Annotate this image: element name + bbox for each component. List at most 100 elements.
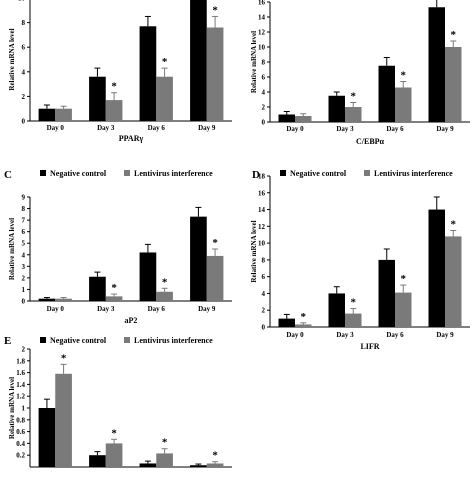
panel-label-e: E [4, 335, 11, 347]
significance-star-d: * [451, 219, 457, 231]
legend-swatch-negative-d [280, 170, 286, 176]
bar-negative-control-c [38, 298, 56, 301]
legend-label-negative-c: Negative control [50, 169, 107, 178]
bar-lentivirus-e [156, 453, 173, 467]
bar-lentivirus-b [445, 47, 462, 122]
x-axis-label-d: LIFR [360, 342, 379, 351]
y-axis-label-b: Relative mRNA level [250, 31, 258, 93]
significance-star-b: * [351, 91, 357, 103]
x-axis-label-a: PPARγ [119, 134, 144, 143]
legend-swatch-negative-e [40, 337, 46, 343]
y-tick-label-c: 6 [22, 228, 26, 236]
bar-negative-control-a [38, 108, 56, 121]
bar-negative-control-e [38, 408, 56, 467]
y-tick-label-d: 4 [262, 290, 266, 298]
significance-star-b: * [401, 70, 407, 82]
bar-lentivirus-c [55, 298, 72, 301]
y-tick-label-a: 2 [22, 93, 26, 101]
bar-lentivirus-d [345, 313, 362, 327]
legend-label-lentivirus-c: Lentivirus interference [134, 169, 213, 178]
y-tick-label-d: 16 [258, 189, 266, 197]
x-tick-label-a: Day 9 [198, 124, 216, 132]
bar-negative-control-d [428, 209, 445, 327]
y-tick-label-b: 6 [262, 74, 266, 82]
y-axis-label-d: Relative mRNA level [250, 220, 258, 282]
significance-star-b: * [451, 29, 457, 41]
x-tick-label-c: Day 3 [97, 305, 115, 313]
y-tick-label-e: 1.8 [16, 357, 25, 365]
x-tick-label-a: Day 3 [97, 124, 115, 132]
bar-lentivirus-d [395, 292, 412, 327]
bar-lentivirus-e [55, 373, 72, 467]
bar-negative-control-c [139, 252, 157, 301]
legend-label-lentivirus-d: Lentivirus interference [374, 169, 453, 178]
y-tick-label-b: 12 [258, 29, 266, 37]
x-axis-label-c: aP2 [125, 316, 138, 325]
x-tick-label-b: Day 9 [436, 125, 454, 133]
panel-label-c: C [4, 169, 12, 181]
bar-negative-control-a [190, 0, 207, 121]
bar-negative-control-d [378, 259, 395, 327]
legend-swatch-negative-c [40, 170, 46, 176]
y-tick-label-e: 1.2 [16, 393, 25, 401]
significance-star-d: * [401, 273, 407, 285]
significance-star-c: * [111, 282, 117, 294]
significance-star-a: * [111, 81, 117, 93]
bar-negative-control-c [89, 276, 106, 301]
x-tick-label-d: Day 9 [436, 331, 454, 339]
bar-negative-control-e [139, 463, 157, 467]
y-tick-label-b: 4 [262, 89, 266, 97]
x-tick-label-b: Day 0 [286, 125, 304, 133]
bar-negative-control-e [89, 455, 106, 467]
bar-negative-control-e [190, 465, 207, 467]
bar-negative-control-b [428, 7, 445, 122]
x-tick-label-b: Day 6 [386, 125, 404, 133]
significance-star-a: * [162, 56, 168, 68]
y-tick-label-b: 8 [262, 59, 266, 67]
x-axis-label-b: C/EBPα [356, 137, 385, 146]
bar-lentivirus-b [295, 116, 312, 122]
y-tick-label-d: 6 [262, 273, 266, 281]
bar-negative-control-d [328, 293, 345, 327]
y-tick-label-e: 1.6 [16, 369, 25, 377]
x-tick-label-d: Day 0 [286, 331, 304, 339]
bar-lentivirus-b [395, 87, 412, 122]
bar-lentivirus-a [105, 100, 123, 121]
x-tick-label-a: Day 6 [148, 124, 166, 132]
bar-negative-control-b [328, 95, 345, 122]
y-tick-label-a: 0 [22, 118, 26, 126]
y-tick-label-c: 2 [22, 274, 26, 282]
x-tick-label-c: Day 6 [148, 305, 166, 313]
y-tick-label-c: 1 [22, 286, 26, 294]
y-tick-label-b: 16 [258, 0, 266, 7]
significance-star-c: * [212, 237, 218, 249]
bar-lentivirus-c [156, 291, 173, 301]
y-axis-label-c: Relative mRNA level [8, 218, 16, 280]
bar-negative-control-b [278, 114, 295, 122]
y-tick-label-e: 2 [22, 346, 26, 354]
y-tick-label-c: 0 [22, 298, 26, 306]
y-tick-label-d: 2 [262, 307, 266, 315]
bar-negative-control-a [139, 26, 157, 121]
bar-lentivirus-d [445, 236, 462, 327]
bar-lentivirus-a [156, 76, 173, 121]
y-tick-label-b: 14 [258, 14, 266, 22]
legend-label-negative-d: Negative control [290, 169, 347, 178]
significance-star-c: * [162, 276, 168, 288]
bar-lentivirus-c [206, 255, 224, 301]
bar-lentivirus-b [345, 107, 362, 122]
y-tick-label-e: 0.4 [16, 440, 25, 448]
significance-star-e: * [212, 450, 218, 462]
x-tick-label-b: Day 3 [336, 125, 354, 133]
legend-swatch-lentivirus-d [364, 170, 370, 176]
legend-swatch-lentivirus-e [124, 337, 130, 343]
y-tick-label-c: 4 [22, 251, 26, 259]
bar-negative-control-b [378, 65, 395, 122]
y-tick-label-b: 2 [262, 104, 266, 112]
y-tick-label-d: 12 [258, 223, 266, 231]
bar-lentivirus-d [295, 324, 312, 327]
legend-label-negative-e: Negative control [50, 336, 107, 345]
bar-negative-control-c [190, 216, 207, 301]
